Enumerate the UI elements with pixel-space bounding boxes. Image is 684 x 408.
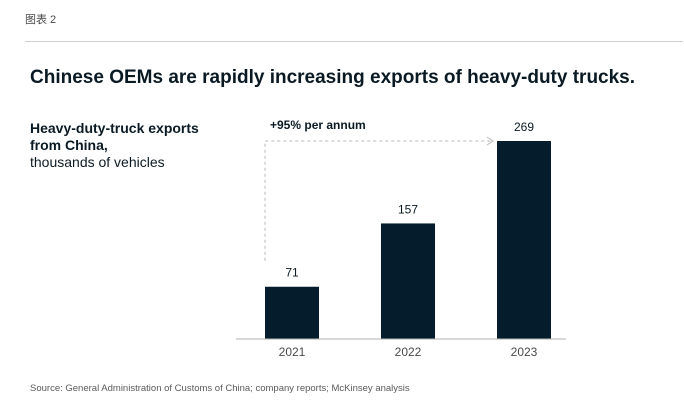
x-tick-2021: 2021 <box>279 345 306 359</box>
bar-2023 <box>497 141 551 339</box>
chart-subtitle: Heavy-duty-truck exports from China, tho… <box>30 120 230 171</box>
bar-2022 <box>381 223 435 339</box>
x-tick-2023: 2023 <box>511 345 538 359</box>
bars-group <box>265 141 551 339</box>
bar-2021 <box>265 286 319 339</box>
chart-title: Chinese OEMs are rapidly increasing expo… <box>30 67 636 88</box>
data-label-2022: 157 <box>398 202 418 216</box>
source-note: Source: General Administration of Custom… <box>30 383 410 394</box>
x-tick-2022: 2022 <box>395 345 422 359</box>
subtitle-bold: Heavy-duty-truck exports from China, <box>30 120 199 153</box>
figure-label: 图表 2 <box>25 14 57 26</box>
growth-annotation: +95% per annum <box>270 118 366 132</box>
growth-arrow <box>264 140 493 261</box>
x-tick-labels-group: 2021 2022 2023 <box>279 345 538 359</box>
subtitle-units: thousands of vehicles <box>30 154 165 170</box>
top-divider <box>25 41 683 42</box>
data-labels-group: 71 157 269 <box>285 120 534 280</box>
data-label-2023: 269 <box>514 120 534 134</box>
data-label-2021: 71 <box>285 266 299 280</box>
growth-arrowhead <box>486 136 494 146</box>
